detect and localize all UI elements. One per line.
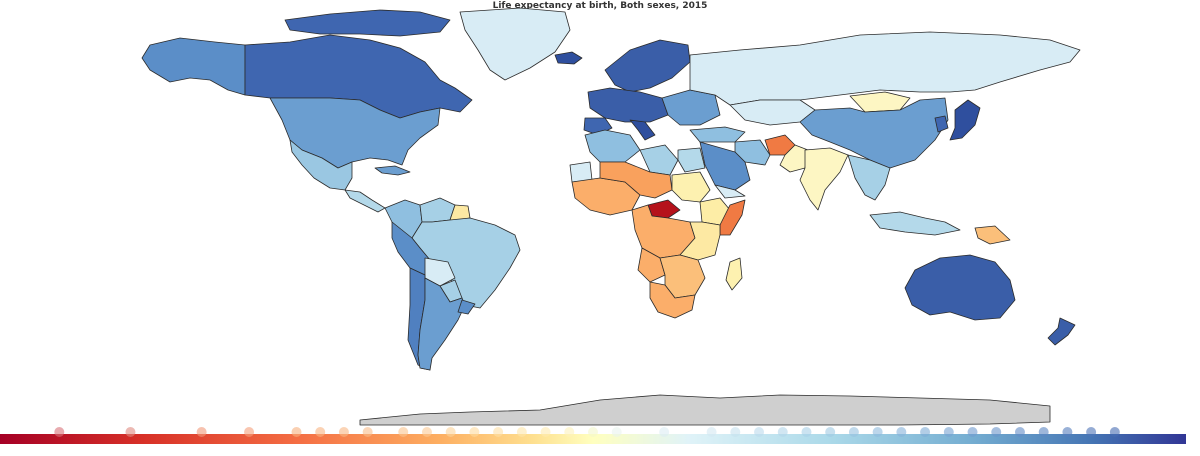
region-indonesia[interactable] xyxy=(869,211,961,236)
region-yemen[interactable] xyxy=(714,184,746,199)
colorbar-marker xyxy=(920,427,931,437)
colorbar-marker xyxy=(1109,427,1120,437)
colorbar-marker xyxy=(1014,427,1025,437)
region-uruguay[interactable] xyxy=(457,299,476,315)
region-southeast-asia[interactable] xyxy=(847,154,891,201)
region-east-africa[interactable] xyxy=(679,221,721,261)
region-korea[interactable] xyxy=(934,115,949,133)
region-eastern-europe[interactable] xyxy=(661,89,721,126)
region-mexico[interactable] xyxy=(289,139,353,191)
colorbar-marker xyxy=(611,427,622,437)
region-new-zealand[interactable] xyxy=(1047,317,1076,346)
colorbar-marker xyxy=(54,427,65,437)
colorbar-marker xyxy=(967,427,978,437)
region-maghreb[interactable] xyxy=(584,129,641,163)
colorbar-marker xyxy=(338,427,349,437)
colorbar-marker xyxy=(848,427,859,437)
colorbar-marker xyxy=(706,427,717,437)
colorbar-marker xyxy=(421,427,432,437)
region-madagascar[interactable] xyxy=(725,257,743,291)
colorbar-marker xyxy=(872,427,883,437)
colorbar-marker xyxy=(1038,427,1049,437)
region-sudan[interactable] xyxy=(671,171,711,203)
colorbar-marker xyxy=(362,427,373,437)
colorbar xyxy=(0,427,1186,444)
region-angola[interactable] xyxy=(637,247,666,283)
colorbar-marker xyxy=(315,427,326,437)
region-alaska[interactable] xyxy=(141,37,246,96)
colorbar-marker xyxy=(659,427,670,437)
colorbar-marker xyxy=(943,427,954,437)
colorbar-marker xyxy=(244,427,255,437)
region-greenland[interactable] xyxy=(459,7,571,81)
colorbar-marker xyxy=(516,427,527,437)
region-antarctica xyxy=(359,394,1051,426)
colorbar-marker xyxy=(125,427,136,437)
region-central-america[interactable] xyxy=(344,189,386,213)
colorbar-marker xyxy=(588,427,598,437)
colorbar-marker xyxy=(730,427,741,437)
colorbar-marker xyxy=(1062,427,1073,437)
region-scandinavia[interactable] xyxy=(604,39,691,93)
colorbar-gradient xyxy=(0,434,1186,444)
region-sahel[interactable] xyxy=(599,161,673,199)
colorbar-marker xyxy=(991,427,1002,437)
colorbar-marker xyxy=(1086,427,1097,437)
region-venezuela[interactable] xyxy=(419,197,456,223)
colorbar-marker xyxy=(896,427,907,437)
colorbar-marker xyxy=(445,427,456,437)
region-arctic-islands[interactable] xyxy=(284,9,451,37)
region-india[interactable] xyxy=(799,147,849,211)
region-australia[interactable] xyxy=(904,254,1016,321)
colorbar-marker xyxy=(540,427,551,437)
colorbar-marker xyxy=(564,427,575,437)
region-papua-new-guinea[interactable] xyxy=(974,225,1011,245)
region-western-sahara[interactable] xyxy=(569,161,593,183)
colorbar-markers xyxy=(54,427,1120,437)
colorbar-marker xyxy=(825,427,836,437)
region-mongolia[interactable] xyxy=(849,91,911,113)
region-argentina[interactable] xyxy=(417,277,466,371)
colorbar-marker xyxy=(493,427,504,437)
colorbar-marker xyxy=(801,427,812,437)
region-italy[interactable] xyxy=(629,119,656,141)
region-libya[interactable] xyxy=(639,144,679,176)
region-south-africa[interactable] xyxy=(649,281,696,319)
colorbar-marker xyxy=(291,427,302,437)
map-title: Life expectancy at birth, Both sexes, 20… xyxy=(492,1,708,11)
colorbar-marker xyxy=(754,427,765,437)
colorbar-marker xyxy=(777,427,788,437)
colorbar-marker xyxy=(196,427,207,437)
region-iceland[interactable] xyxy=(554,51,583,65)
countries-layer xyxy=(141,7,1081,426)
colorbar-marker xyxy=(469,427,480,437)
region-turkey[interactable] xyxy=(689,126,746,143)
region-cuba[interactable] xyxy=(374,165,411,176)
colorbar-marker xyxy=(398,427,409,437)
region-western-europe[interactable] xyxy=(587,87,669,123)
region-central-african-republic[interactable] xyxy=(647,199,681,219)
region-egypt[interactable] xyxy=(677,147,706,173)
region-japan[interactable] xyxy=(949,99,981,141)
region-arabian-peninsula[interactable] xyxy=(699,141,751,191)
